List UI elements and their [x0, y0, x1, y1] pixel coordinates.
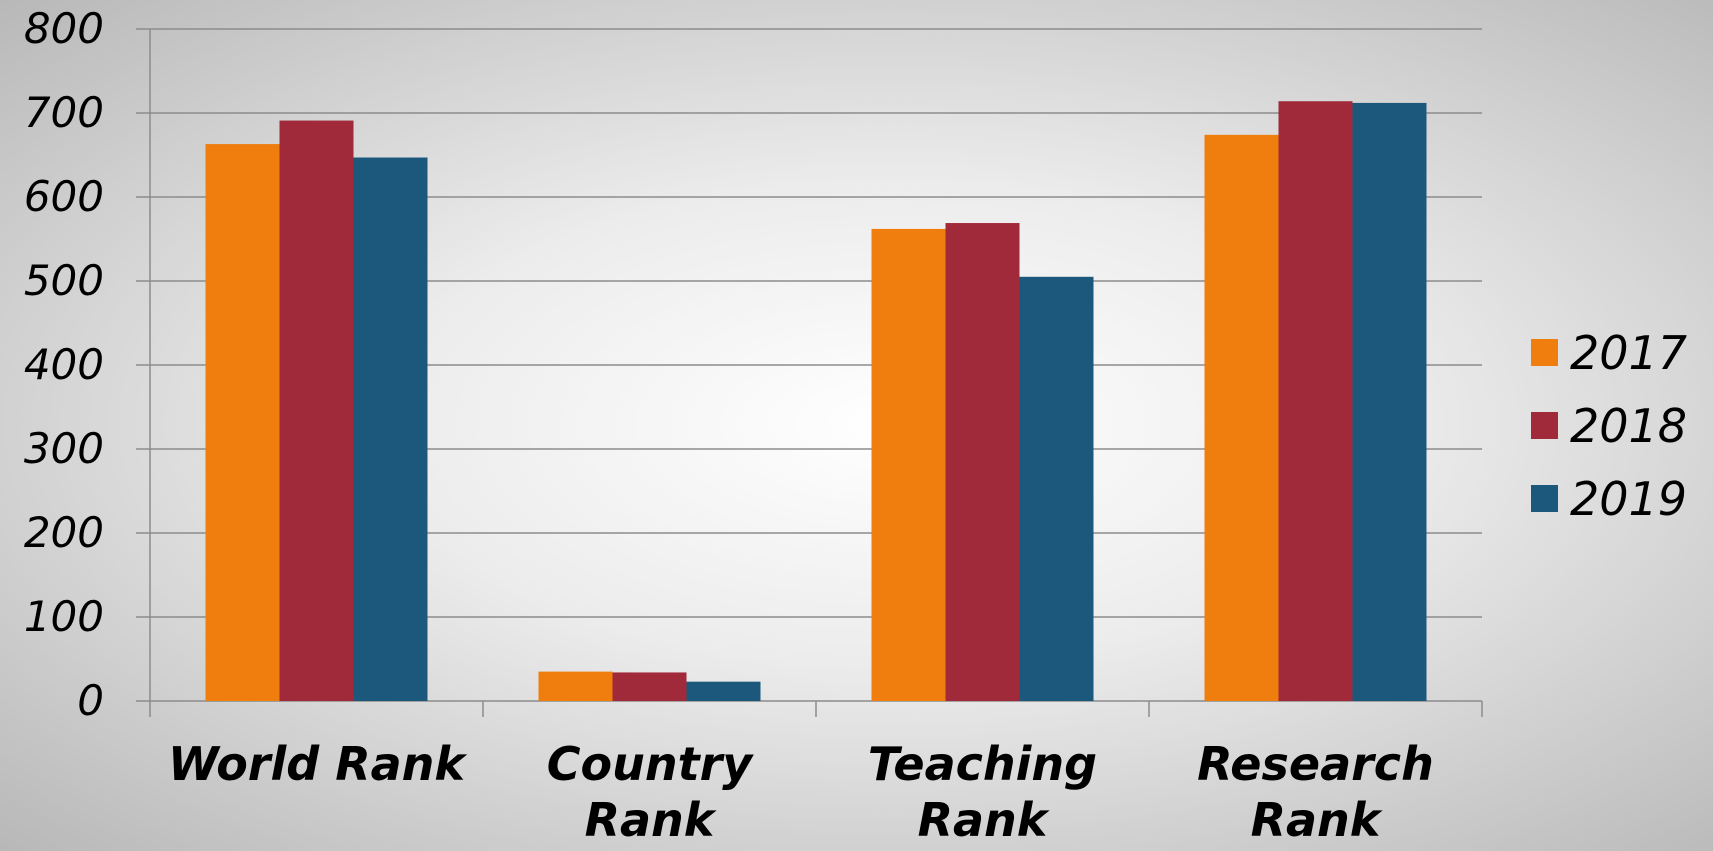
legend-label: 2018 — [1570, 399, 1687, 453]
legend-swatch-2017 — [1531, 339, 1558, 366]
y-tick-label: 300 — [24, 424, 104, 473]
bars — [205, 101, 1427, 702]
bar-2019 — [1019, 276, 1094, 701]
bar-2019 — [686, 681, 761, 701]
x-tick-label-line: Country — [547, 737, 755, 791]
bar-2017 — [205, 144, 280, 701]
y-tick-label: 100 — [24, 592, 104, 641]
x-tick-label: World Rank — [168, 737, 467, 791]
y-tick-label: 700 — [24, 88, 104, 137]
y-tick-label: 0 — [77, 676, 104, 725]
bar-2017 — [871, 228, 946, 702]
x-tick-label: Teaching Rank — [868, 737, 1097, 847]
x-tick-label-line: World Rank — [168, 737, 467, 791]
y-tick-label: 500 — [24, 256, 104, 305]
bar-2018 — [279, 120, 354, 701]
x-tick-label-line: Research — [1197, 737, 1434, 791]
bar-2019 — [353, 157, 428, 701]
y-tick-label: 400 — [24, 340, 104, 389]
bar-2018 — [612, 672, 687, 701]
legend-swatch-2019 — [1531, 485, 1558, 512]
bar-2019 — [1352, 102, 1427, 702]
bar-2018 — [1278, 101, 1353, 702]
y-tick-label: 800 — [24, 4, 104, 53]
x-tick-label: Country Rank — [547, 737, 755, 847]
bar-2017 — [1204, 134, 1279, 702]
legend-label: 2017 — [1570, 326, 1687, 380]
x-tick-label: Research Rank — [1197, 737, 1434, 847]
axes: 0 100 200 300 400 500 600 700 800 World Rank Count… — [24, 4, 1483, 847]
x-tick-label-line: Rank — [585, 793, 717, 847]
legend-swatch-2018 — [1531, 412, 1558, 439]
legend: 2017 2018 2019 — [1531, 326, 1687, 526]
bar-2018 — [945, 223, 1020, 702]
x-tick-label-line: Rank — [1251, 793, 1383, 847]
bar-2017 — [538, 671, 613, 701]
y-tick-label: 200 — [24, 508, 104, 557]
x-tick-label-line: Teaching — [868, 737, 1097, 791]
y-tick-label: 600 — [24, 172, 104, 221]
x-tick-label-line: Rank — [918, 793, 1050, 847]
legend-label: 2019 — [1570, 472, 1687, 526]
